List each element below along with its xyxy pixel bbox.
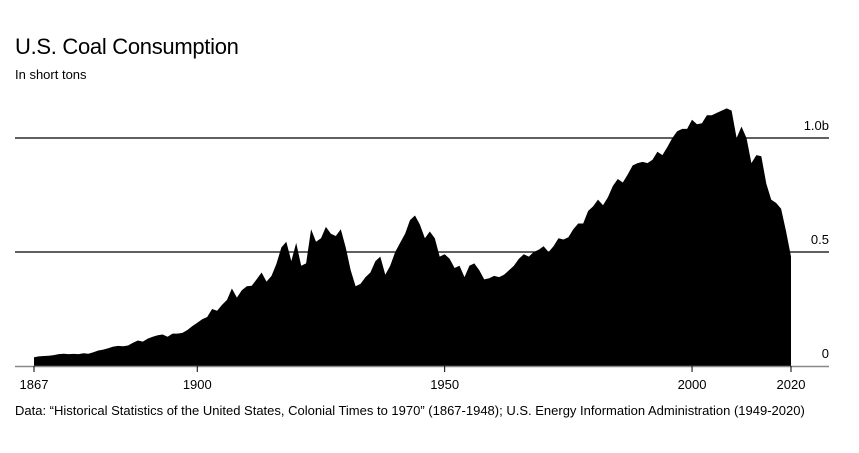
x-axis: 1867 1900 1950 2000 2020 [15,365,829,392]
x-tick-label-1900: 1900 [183,377,212,392]
source-note: Data: “Historical Statistics of the Unit… [15,403,805,418]
x-tick-label-1950: 1950 [430,377,459,392]
coal-consumption-area [34,108,791,367]
x-tick-label-1867: 1867 [20,377,49,392]
chart-subtitle: In short tons [15,67,87,82]
y-tick-label-0: 0 [822,346,829,361]
x-tick-label-2020: 2020 [777,377,806,392]
x-tick-label-2000: 2000 [678,377,707,392]
y-axis-labels: 0 0.5 1.0b [804,118,829,361]
chart-title: U.S. Coal Consumption [15,34,239,59]
y-tick-label-1.0b: 1.0b [804,118,829,133]
y-tick-label-0.5: 0.5 [811,232,829,247]
